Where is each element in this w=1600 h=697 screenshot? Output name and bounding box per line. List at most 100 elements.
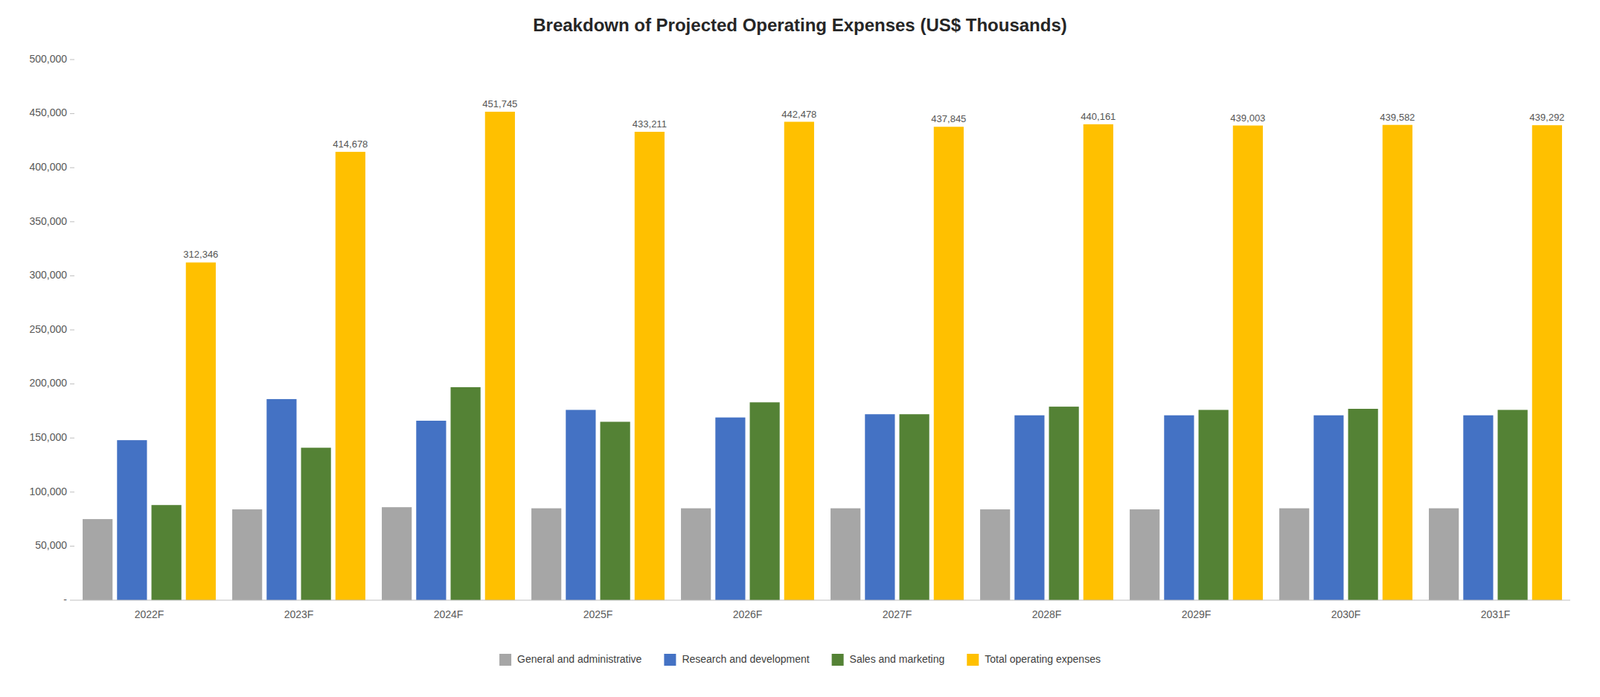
- x-tick-label: 2026F: [733, 608, 763, 620]
- y-tick: [69, 437, 75, 439]
- bar: [750, 401, 780, 600]
- bar: [1498, 409, 1528, 600]
- chart: Breakdown of Projected Operating Expense…: [0, 0, 1600, 697]
- legend-swatch: [966, 653, 979, 666]
- y-axis: -50,000100,000150,000200,000250,000300,0…: [29, 52, 75, 606]
- bar: [266, 398, 297, 600]
- bar: [680, 508, 711, 600]
- x-tick-label: 2023F: [284, 608, 315, 620]
- bar: [82, 518, 113, 600]
- legend-label: Total operating expenses: [984, 652, 1101, 665]
- bar: [1532, 125, 1563, 600]
- x-axis-line: [74, 599, 1571, 601]
- bar: [1014, 415, 1045, 600]
- bar: [715, 417, 745, 600]
- y-tick-label: 50,000: [34, 538, 67, 551]
- bar: [1463, 415, 1493, 600]
- background: [0, 0, 1600, 697]
- bar: [301, 447, 332, 600]
- bar: [531, 508, 562, 600]
- data-label: 437,845: [930, 113, 966, 125]
- bar: [416, 420, 446, 600]
- data-label: 312,346: [183, 248, 219, 260]
- y-tick: [69, 167, 75, 169]
- y-tick-label: 500,000: [29, 52, 67, 65]
- bar: [1313, 415, 1344, 600]
- bar: [634, 131, 665, 600]
- legend-item: Total operating expenses: [966, 652, 1101, 666]
- bar: [335, 151, 366, 600]
- y-tick: [69, 113, 75, 114]
- bar: [1083, 124, 1114, 600]
- bar: [1163, 415, 1194, 600]
- y-tick: [69, 491, 75, 492]
- legend-label: Sales and marketing: [849, 652, 946, 665]
- y-tick: [69, 329, 75, 331]
- legend-item: Sales and marketing: [832, 652, 946, 666]
- bar: [1198, 409, 1229, 600]
- y-tick: [69, 59, 75, 61]
- data-label: 433,211: [632, 118, 667, 130]
- y-tick: [69, 599, 75, 601]
- legend-label: Research and development: [681, 652, 809, 665]
- x-tick-label: 2027F: [882, 608, 913, 620]
- legend-swatch: [663, 653, 676, 666]
- bar: [1279, 508, 1310, 600]
- x-tick-label: 2029F: [1181, 608, 1212, 620]
- y-tick-label: 300,000: [29, 268, 67, 281]
- data-label: 439,292: [1529, 111, 1565, 123]
- y-tick: [69, 545, 75, 547]
- bar: [980, 509, 1010, 600]
- x-tick-label: 2028F: [1032, 608, 1062, 620]
- x-tick-label: 2024F: [433, 608, 464, 620]
- bar: [151, 504, 182, 600]
- data-labels: 312,346 414,678 451,745 433,211 442,478 437,8…: [183, 98, 1565, 260]
- y-tick: [69, 275, 75, 277]
- series: [186, 111, 1563, 600]
- bar: [864, 413, 895, 600]
- data-label: 439,582: [1379, 111, 1415, 123]
- bar: [485, 111, 515, 600]
- y-tick-label: 450,000: [29, 106, 67, 119]
- bar: [600, 421, 631, 600]
- data-label: 440,161: [1080, 110, 1116, 123]
- bar: [1049, 406, 1080, 600]
- y-tick-label: 150,000: [29, 430, 67, 443]
- x-tick-label: 2025F: [583, 608, 614, 620]
- y-tick-label: 250,000: [29, 322, 67, 335]
- legend: General and administrative Research and d…: [499, 652, 1101, 666]
- legend-swatch: [499, 653, 512, 666]
- bar: [565, 409, 596, 600]
- y-tick-label: 100,000: [29, 485, 67, 498]
- legend-item: Research and development: [663, 652, 809, 666]
- y-tick-label: 400,000: [29, 160, 67, 173]
- y-tick: [69, 383, 75, 384]
- y-tick-label: 350,000: [29, 215, 67, 227]
- data-label: 439,003: [1230, 112, 1266, 124]
- legend-item: General and administrative: [499, 652, 643, 666]
- bar: [784, 122, 815, 600]
- bar: [381, 506, 412, 600]
- bar: [1129, 509, 1160, 600]
- bar: [1348, 408, 1379, 600]
- bar: [450, 386, 481, 600]
- y-tick: [69, 221, 75, 222]
- x-tick-label: 2022F: [134, 608, 165, 620]
- bar: [899, 413, 930, 600]
- data-label: 451,745: [482, 98, 518, 110]
- data-label: 442,478: [781, 108, 817, 120]
- data-label: 414,678: [332, 138, 368, 150]
- bar: [116, 439, 147, 600]
- bar: [186, 261, 216, 600]
- x-tick-label: 2030F: [1331, 608, 1362, 620]
- x-axis: 2022F 2023F 2024F 2025F 2026F 2027F 2028F 2029F…: [74, 599, 1571, 620]
- title: Breakdown of Projected Operating Expense…: [532, 14, 1067, 35]
- bar: [232, 509, 262, 600]
- bars: [82, 111, 1563, 600]
- legend-label: General and administrative: [517, 652, 643, 665]
- y-tick-label: -: [63, 593, 67, 606]
- legend-swatch: [832, 653, 844, 666]
- bar: [1382, 125, 1413, 600]
- bar: [933, 126, 964, 600]
- bar: [1233, 125, 1263, 600]
